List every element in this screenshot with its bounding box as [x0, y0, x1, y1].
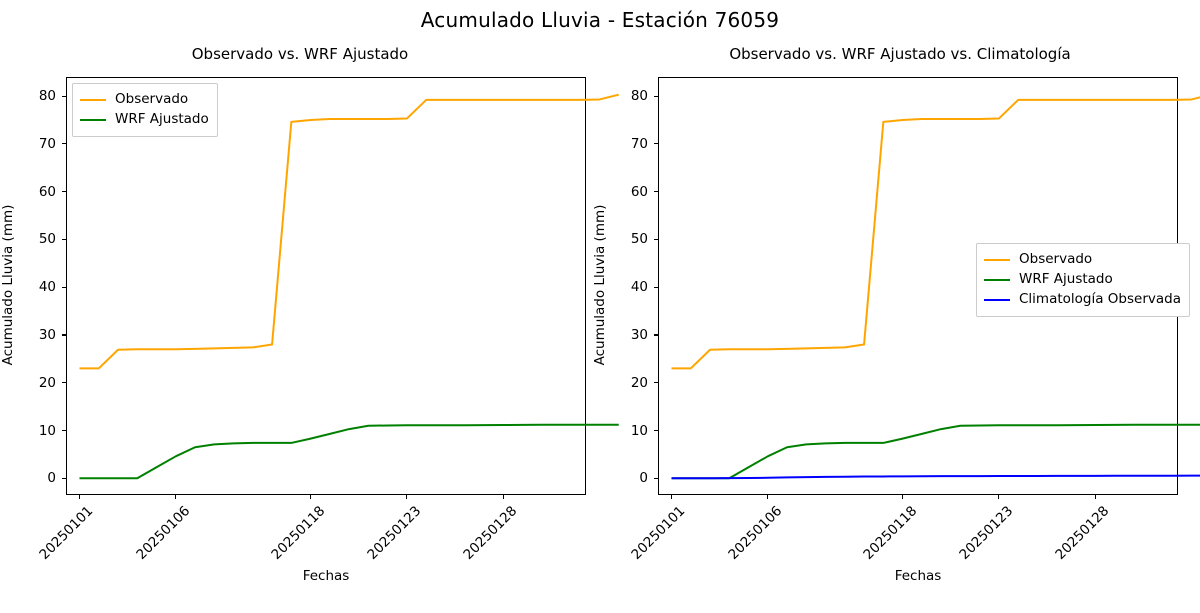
- panel-right-series-layer: [671, 96, 1200, 480]
- ytick-mark: [654, 430, 658, 432]
- panel-left-xaxis-label: Fechas: [302, 568, 350, 584]
- ytick-mark: [654, 286, 658, 288]
- panel-right-xaxis-label: Fechas: [894, 568, 942, 584]
- panel-right-yaxis-label: Acumulado Lluvia (mm): [592, 204, 608, 366]
- ytick-mark: [654, 191, 658, 193]
- figure-title: Acumulado Lluvia - Estación 76059: [420, 8, 780, 32]
- ytick-label: 80: [630, 88, 648, 105]
- legend-color-swatch: [80, 119, 106, 121]
- panel-right-legend[interactable]: Observado WRF Ajustado Climatología Observ…: [976, 243, 1190, 317]
- panel-left: Observado vs. WRF Ajustado 0 10 20 30 40 50 60…: [0, 0, 619, 600]
- xtick-mark: [406, 495, 408, 499]
- panel-right: Observado vs. WRF Ajustado vs. Climatolo…: [592, 0, 1200, 600]
- ytick-label: 20: [630, 374, 648, 391]
- legend-color-swatch: [984, 279, 1010, 281]
- ytick-label: 70: [38, 135, 56, 152]
- panel-left-legend[interactable]: Observado WRF Ajustado: [72, 83, 218, 137]
- ytick-label: 60: [38, 183, 56, 200]
- legend-color-swatch: [984, 299, 1010, 301]
- xtick-mark: [502, 495, 504, 499]
- legend-label: WRF Ajustado: [1019, 271, 1113, 288]
- legend-color-swatch: [80, 99, 106, 101]
- legend-label: Climatología Observada: [1019, 291, 1181, 308]
- panel-left-title: Observado vs. WRF Ajustado: [191, 45, 409, 63]
- series-line-observado: [79, 93, 619, 370]
- figure-canvas: Acumulado Lluvia - Estación 76059 Observ…: [0, 0, 1200, 600]
- ytick-mark: [654, 477, 658, 479]
- legend-color-swatch: [984, 259, 1010, 261]
- ytick-mark: [62, 382, 66, 384]
- ytick-label: 40: [38, 279, 56, 296]
- xtick-mark: [902, 495, 904, 499]
- xtick-mark: [310, 495, 312, 499]
- xtick-mark: [670, 495, 673, 499]
- legend-entry[interactable]: WRF Ajustado: [80, 110, 209, 130]
- series-line-observado: [671, 96, 1200, 370]
- ytick-label: 70: [630, 135, 648, 152]
- ytick-mark: [62, 191, 66, 193]
- ytick-label: 0: [47, 470, 56, 487]
- ytick-mark: [62, 334, 66, 336]
- legend-entry[interactable]: Climatología Observada: [984, 290, 1181, 310]
- ytick-mark: [654, 238, 658, 241]
- ytick-mark: [654, 95, 658, 97]
- ytick-label: 40: [630, 279, 648, 296]
- series-line-wrf-ajustado: [79, 423, 619, 480]
- panel-left-series-layer: [79, 93, 619, 480]
- ytick-label: 60: [630, 183, 648, 200]
- ytick-mark: [654, 382, 658, 384]
- xtick-mark: [78, 495, 81, 499]
- xtick-mark: [998, 495, 1000, 499]
- xtick-mark: [767, 495, 769, 499]
- ytick-label: 20: [38, 374, 56, 391]
- xtick-mark: [175, 495, 177, 499]
- panel-left-yaxis-label: Acumulado Lluvia (mm): [0, 204, 16, 366]
- legend-entry[interactable]: WRF Ajustado: [984, 270, 1181, 290]
- panel-right-title: Observado vs. WRF Ajustado vs. Climatolo…: [729, 45, 1071, 63]
- ytick-label: 30: [38, 326, 56, 343]
- ytick-mark: [62, 238, 66, 241]
- ytick-label: 30: [630, 326, 648, 343]
- legend-label: Observado: [115, 91, 189, 108]
- xtick-mark: [1094, 495, 1096, 499]
- ytick-label: 10: [630, 422, 648, 439]
- ytick-label: 0: [639, 470, 648, 487]
- series-line-climatolog-a-observada: [671, 474, 1200, 480]
- legend-entry[interactable]: Observado: [80, 90, 209, 110]
- legend-label: Observado: [1019, 251, 1093, 268]
- panel-left-plot-area: [66, 77, 586, 495]
- ytick-mark: [62, 430, 66, 432]
- ytick-mark: [62, 286, 66, 288]
- ytick-mark: [62, 95, 66, 97]
- ytick-mark: [654, 143, 658, 145]
- legend-entry[interactable]: Observado: [984, 250, 1181, 270]
- ytick-label: 80: [38, 88, 56, 105]
- ytick-mark: [62, 143, 66, 145]
- legend-label: WRF Ajustado: [115, 111, 209, 128]
- ytick-label: 50: [38, 231, 56, 248]
- ytick-mark: [62, 477, 66, 479]
- ytick-mark: [654, 334, 658, 336]
- ytick-label: 50: [630, 231, 648, 248]
- ytick-label: 10: [38, 422, 56, 439]
- series-line-wrf-ajustado: [671, 423, 1200, 480]
